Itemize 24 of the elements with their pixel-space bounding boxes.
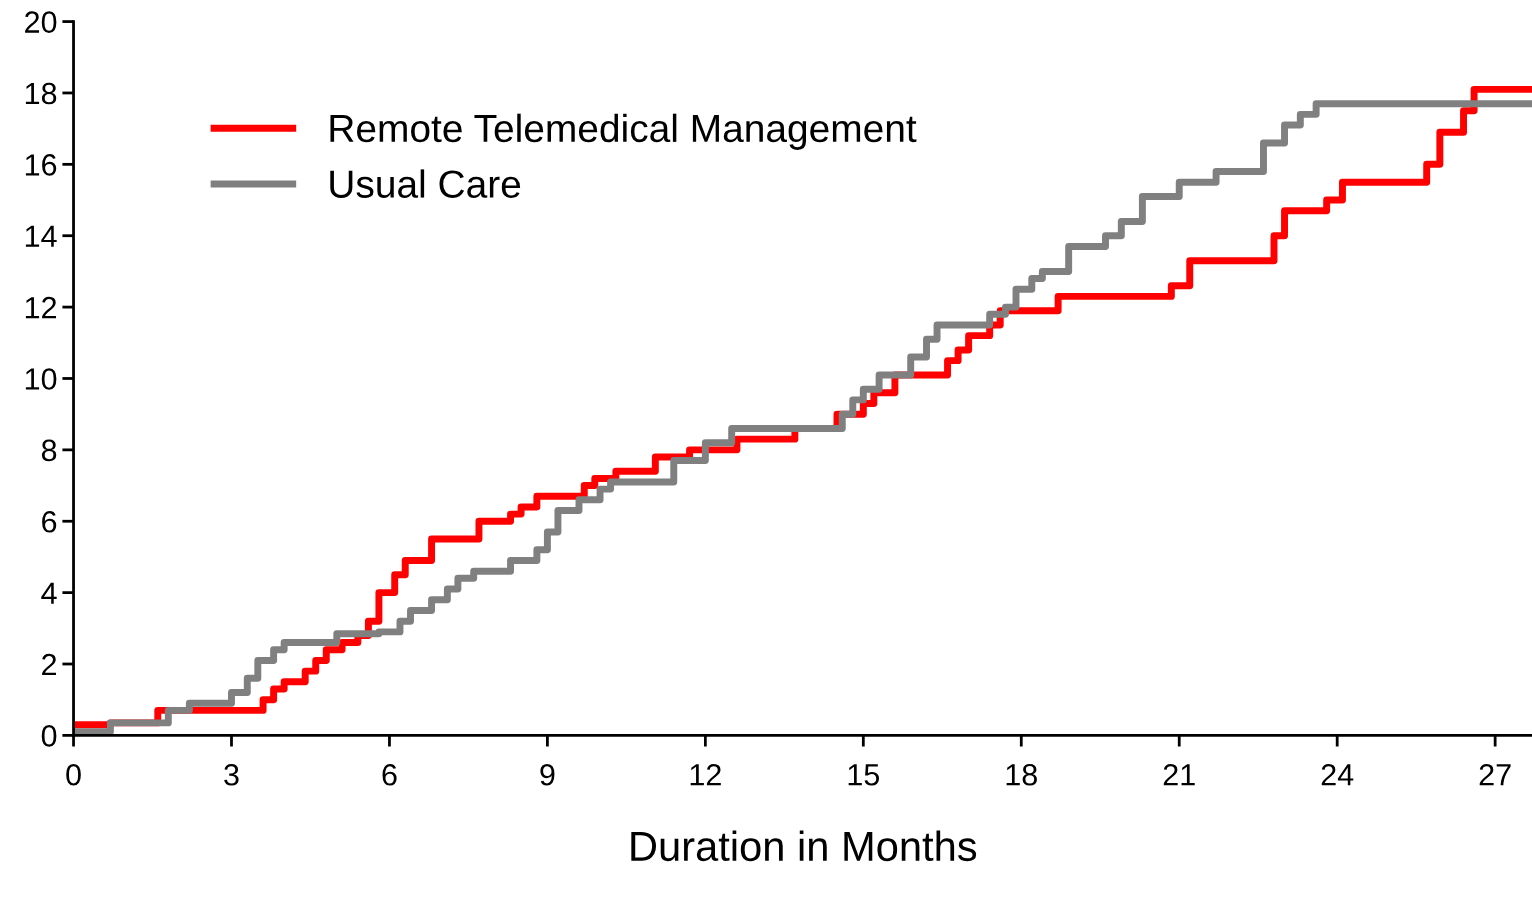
x-axis-title: Duration in Months — [631, 830, 977, 862]
y-tick-label: 10 — [25, 368, 57, 390]
x-tick-label: 6 — [382, 763, 397, 786]
y-tick-label: 20 — [25, 11, 57, 33]
y-tick-label: 8 — [41, 439, 57, 462]
legend-label: Remote Telemedical Management — [330, 113, 917, 150]
x-tick-label: 15 — [848, 764, 880, 786]
y-tick-label: 12 — [25, 296, 57, 319]
x-tick-label: 24 — [1321, 763, 1354, 786]
legend-label: Usual Care — [330, 169, 521, 198]
y-tick-label: 2 — [42, 653, 57, 676]
x-tick-label: 21 — [1163, 763, 1195, 786]
x-tick-label: 27 — [1479, 763, 1511, 786]
y-tick-label: 6 — [42, 510, 57, 533]
y-tick-label: 18 — [25, 82, 57, 105]
y-tick-label: 14 — [25, 225, 57, 247]
x-tick-label: 12 — [690, 763, 721, 786]
y-tick-label: 0 — [41, 725, 57, 747]
x-tick-label: 0 — [66, 763, 81, 786]
y-tick-label: 4 — [41, 582, 57, 604]
y-tick-label: 16 — [25, 154, 57, 176]
x-tick-label: 18 — [1006, 763, 1037, 786]
x-tick-label: 9 — [540, 763, 555, 786]
x-tick-label: 3 — [224, 763, 239, 786]
